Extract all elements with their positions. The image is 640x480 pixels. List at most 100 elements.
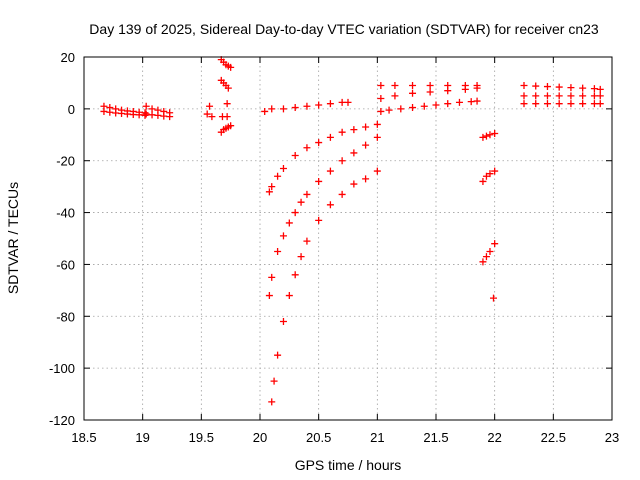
data-point xyxy=(491,129,499,137)
data-point xyxy=(279,232,287,240)
data-point xyxy=(142,110,150,118)
data-point xyxy=(112,109,120,117)
series-arc-19.55 xyxy=(203,102,216,121)
data-point xyxy=(208,113,216,121)
data-point xyxy=(555,92,563,100)
data-point xyxy=(444,87,452,95)
x-tick-label: 19.5 xyxy=(189,430,214,445)
data-point xyxy=(291,152,299,160)
data-point xyxy=(135,111,143,119)
data-point xyxy=(291,271,299,279)
y-tick-label: -60 xyxy=(56,257,75,272)
data-point xyxy=(279,317,287,325)
x-tick-label: 20.5 xyxy=(306,430,331,445)
data-point xyxy=(579,100,587,108)
data-point xyxy=(543,100,551,108)
x-axis-label: GPS time / hours xyxy=(295,457,402,473)
data-point xyxy=(338,128,346,136)
data-point xyxy=(473,84,481,92)
data-point xyxy=(344,98,352,106)
data-point xyxy=(268,183,276,191)
y-tick-label: -80 xyxy=(56,309,75,324)
data-point xyxy=(555,83,563,91)
data-point xyxy=(532,92,540,100)
data-point xyxy=(362,175,370,183)
data-point xyxy=(274,351,282,359)
series-arc-19.7-misc xyxy=(218,100,231,121)
data-point xyxy=(555,100,563,108)
x-tick-label: 22 xyxy=(487,430,501,445)
y-tick-label: -40 xyxy=(56,206,75,221)
data-point xyxy=(482,132,490,140)
data-point xyxy=(224,84,232,92)
data-point xyxy=(385,106,393,114)
series-arc-20.1-21.0-b xyxy=(265,133,381,300)
grid xyxy=(84,57,612,420)
data-point xyxy=(142,102,150,110)
data-point xyxy=(265,292,273,300)
data-point xyxy=(479,177,487,185)
data-point xyxy=(479,133,487,141)
data-point xyxy=(377,107,385,115)
x-tick-label: 19 xyxy=(135,430,149,445)
data-point xyxy=(206,102,214,110)
data-point xyxy=(338,190,346,198)
y-tick-label: 20 xyxy=(61,50,75,65)
series-arc-19.0-19.25-b xyxy=(142,110,174,121)
data-point xyxy=(579,84,587,92)
data-point xyxy=(203,110,211,118)
x-tick-label: 18.5 xyxy=(71,430,96,445)
data-point xyxy=(350,149,358,157)
data-point xyxy=(274,172,282,180)
data-point xyxy=(338,157,346,165)
data-point xyxy=(596,100,604,108)
data-point xyxy=(467,98,475,106)
data-point xyxy=(303,237,311,245)
data-point xyxy=(391,82,399,90)
series-arc-19.7-mid xyxy=(217,76,232,92)
data-point xyxy=(461,85,469,93)
data-point xyxy=(326,133,334,141)
data-point xyxy=(268,105,276,113)
data-point xyxy=(397,105,405,113)
data-point xyxy=(118,110,126,118)
data-point xyxy=(297,198,305,206)
data-point xyxy=(148,105,156,113)
data-point xyxy=(373,133,381,141)
data-point xyxy=(409,89,417,97)
data-point xyxy=(315,216,323,224)
y-tick-label: -100 xyxy=(49,361,75,376)
data-point xyxy=(227,122,235,130)
data-point xyxy=(268,398,276,406)
data-point xyxy=(567,100,575,108)
data-point xyxy=(285,292,293,300)
data-point xyxy=(315,177,323,185)
data-point xyxy=(129,111,137,119)
data-point xyxy=(291,104,299,112)
data-point xyxy=(486,247,494,255)
data-point xyxy=(590,100,598,108)
data-point xyxy=(223,113,231,121)
data-point xyxy=(279,164,287,172)
y-tick-label: -20 xyxy=(56,154,75,169)
data-point xyxy=(326,201,334,209)
data-point xyxy=(141,111,149,119)
chart-title: Day 139 of 2025, Sidereal Day-to-day VTE… xyxy=(89,21,599,37)
data-point xyxy=(409,104,417,112)
data-point xyxy=(373,120,381,128)
y-tick-label: 0 xyxy=(68,102,75,117)
x-tick-label: 22.5 xyxy=(541,430,566,445)
data-point xyxy=(543,92,551,100)
x-tick-labels: 18.5 19 19.5 20 20.5 21 21.5 22 22.5 23 xyxy=(71,430,619,445)
data-point xyxy=(444,100,452,108)
data-point xyxy=(106,108,114,116)
data-point xyxy=(590,85,598,93)
data-point xyxy=(489,294,497,302)
series-arc-19.7-low xyxy=(217,122,235,136)
series-arc-21.0-21.9-c xyxy=(377,97,481,115)
data-point xyxy=(520,92,528,100)
series-arc-20.1-21.0-c xyxy=(268,167,381,406)
data-point xyxy=(303,102,311,110)
data-point xyxy=(532,100,540,108)
